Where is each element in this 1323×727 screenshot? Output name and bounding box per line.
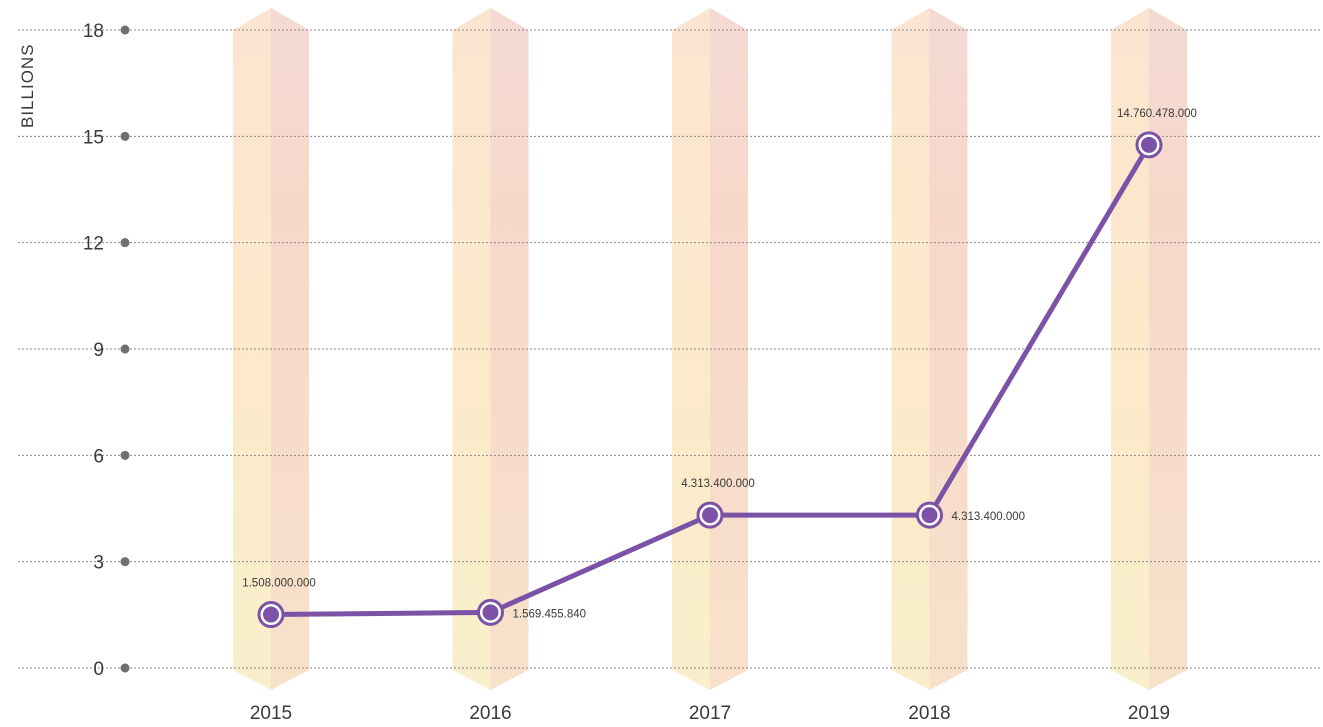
x-tick-label: 2016 bbox=[469, 703, 511, 724]
y-tick-label: 12 bbox=[83, 234, 104, 255]
data-label: 14.760.478.000 bbox=[1117, 108, 1197, 120]
y-tick-label: 9 bbox=[93, 340, 104, 361]
x-tick-label: 2017 bbox=[689, 703, 731, 724]
data-label: 4.313.400.000 bbox=[681, 478, 755, 490]
data-point bbox=[1135, 131, 1163, 159]
data-label: 4.313.400.000 bbox=[952, 511, 1026, 523]
y-tick-label: 15 bbox=[83, 127, 104, 148]
data-point bbox=[916, 501, 943, 529]
data-points bbox=[257, 131, 1163, 629]
y-tick-label: 0 bbox=[93, 659, 104, 680]
y-axis-title: BILLIONS bbox=[18, 43, 37, 128]
x-axis-labels: 2015 2016 2017 2018 2019 bbox=[250, 703, 1170, 724]
y-tick-dot bbox=[120, 131, 130, 141]
y-tick-dot bbox=[120, 663, 130, 673]
gridlines bbox=[18, 29, 1320, 669]
y-tick-label: 3 bbox=[93, 553, 104, 574]
y-tick-label: 18 bbox=[83, 21, 104, 42]
data-label: 1.508.000.000 bbox=[242, 578, 316, 590]
y-tick-label: 6 bbox=[93, 446, 104, 467]
data-label: 1.569.455.840 bbox=[513, 608, 587, 620]
x-tick-label: 2015 bbox=[250, 703, 292, 724]
y-tick-dot bbox=[120, 557, 130, 567]
data-point bbox=[257, 601, 285, 629]
x-tick-label: 2018 bbox=[908, 703, 950, 724]
data-point bbox=[477, 598, 504, 626]
y-tick-dot bbox=[120, 450, 130, 460]
x-tick-label: 2019 bbox=[1128, 703, 1170, 724]
y-tick-dot bbox=[120, 238, 130, 248]
y-tick-dot bbox=[120, 25, 130, 35]
data-point bbox=[696, 501, 724, 529]
y-axis-ticks: 0 3 6 9 12 15 18 bbox=[83, 21, 130, 680]
y-tick-dot bbox=[120, 344, 130, 354]
data-labels: 1.508.000.000 1.569.455.840 4.313.400.000 4… bbox=[242, 108, 1197, 621]
